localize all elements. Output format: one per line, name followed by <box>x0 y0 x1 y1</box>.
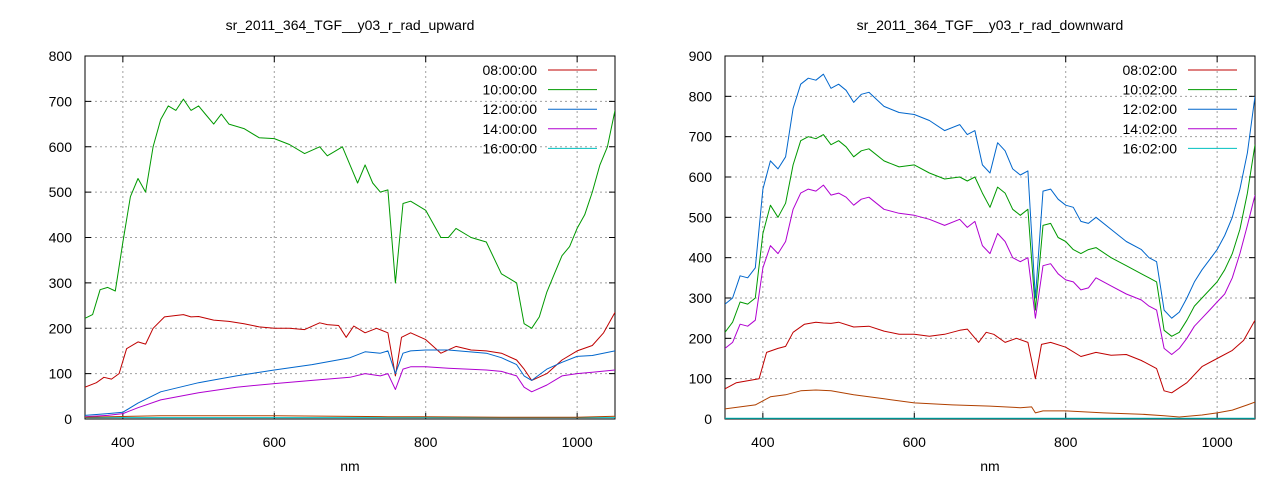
legend-label: 08:00:00 <box>483 62 538 78</box>
series-line-1 <box>725 319 1255 394</box>
chart-downward: sr_2011_364_TGF__y03_r_rad_downward 0 100 2… <box>689 17 1256 474</box>
series-line-6 <box>85 415 615 418</box>
chart-upward: sr_2011_364_TGF__y03_r_rad_upward 0 100 200… <box>49 17 616 474</box>
y-tick-label: 400 <box>689 250 713 266</box>
series-line-1 <box>85 312 615 388</box>
x-axis-label: nm <box>980 458 999 474</box>
chart-title: sr_2011_364_TGF__y03_r_rad_downward <box>857 17 1124 33</box>
x-tick-label: 800 <box>414 434 438 450</box>
series-line-4 <box>85 366 615 418</box>
x-tick-label: 800 <box>1054 434 1078 450</box>
series-group <box>85 98 615 419</box>
x-axis-label: nm <box>340 458 359 474</box>
legend-label: 16:02:00 <box>1123 140 1178 156</box>
y-tick-label: 100 <box>689 371 713 387</box>
y-tick-label: 700 <box>689 129 713 145</box>
y-tick-label: 400 <box>49 230 73 246</box>
series-line-3 <box>725 73 1255 319</box>
legend-label: 14:00:00 <box>483 121 538 137</box>
y-tick-label: 300 <box>689 290 713 306</box>
y-tick-label: 600 <box>689 169 713 185</box>
series-group <box>725 73 1255 419</box>
y-tick-label: 200 <box>49 320 73 336</box>
series-line-4 <box>725 184 1255 355</box>
y-tick-label: 0 <box>704 411 712 427</box>
series-line-2 <box>85 98 615 329</box>
legend-label: 10:02:00 <box>1123 82 1178 98</box>
y-tick-label: 700 <box>49 93 73 109</box>
x-tick-label: 400 <box>111 434 135 450</box>
legend-label: 14:02:00 <box>1123 121 1178 137</box>
legend-label: 10:00:00 <box>483 82 538 98</box>
legend-label: 08:02:00 <box>1123 62 1178 78</box>
x-tick-label: 600 <box>263 434 287 450</box>
legend-label: 12:02:00 <box>1123 101 1178 117</box>
x-tick-label: 1000 <box>1202 434 1233 450</box>
y-tick-label: 200 <box>689 330 713 346</box>
y-tick-label: 300 <box>49 275 73 291</box>
legend-label: 16:00:00 <box>483 140 538 156</box>
x-tick-label: 600 <box>903 434 927 450</box>
series-line-3 <box>85 349 615 416</box>
y-tick-label: 900 <box>689 48 713 64</box>
y-tick-label: 500 <box>49 184 73 200</box>
y-tick-label: 800 <box>49 48 73 64</box>
series-line-5 <box>725 389 1255 418</box>
x-tick-label: 400 <box>751 434 775 450</box>
y-tick-label: 0 <box>64 411 72 427</box>
x-tick-label: 1000 <box>562 434 593 450</box>
y-tick-label: 600 <box>49 139 73 155</box>
plot-frame <box>84 55 616 420</box>
y-tick-label: 800 <box>689 88 713 104</box>
y-tick-label: 100 <box>49 366 73 382</box>
chart-title: sr_2011_364_TGF__y03_r_rad_upward <box>226 17 475 33</box>
plot-frame <box>724 55 1256 420</box>
legend-label: 12:00:00 <box>483 101 538 117</box>
series-line-2 <box>725 134 1255 337</box>
y-tick-label: 500 <box>689 209 713 225</box>
